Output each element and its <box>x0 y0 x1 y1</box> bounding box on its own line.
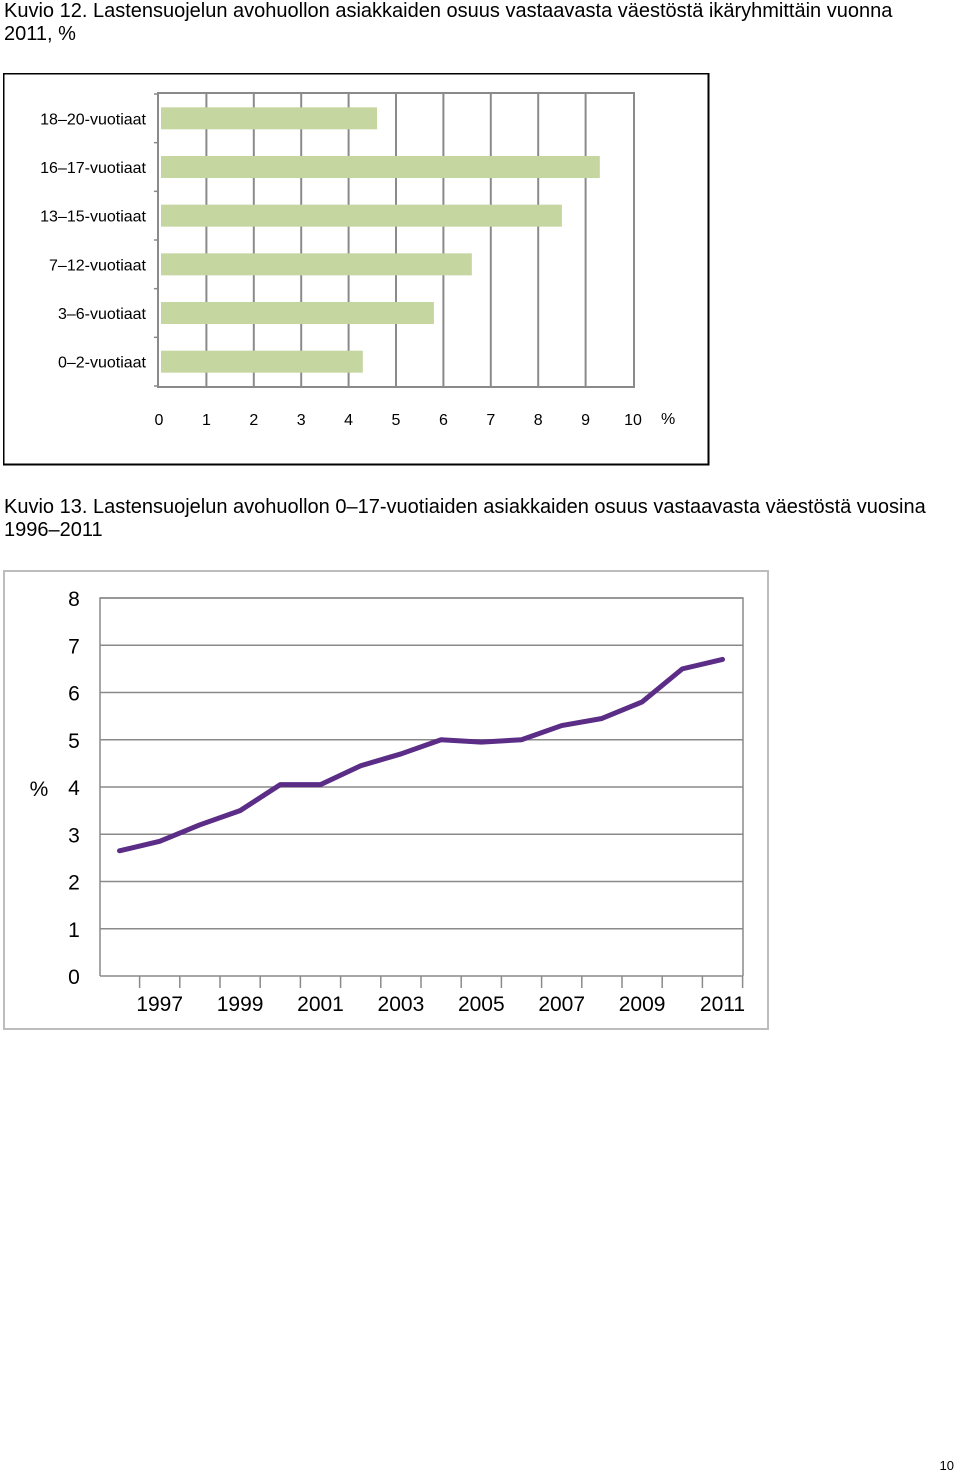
bar <box>161 156 600 178</box>
x-tick-label: 1997 <box>136 993 183 1016</box>
x-tick-label: 3 <box>297 412 306 429</box>
value-axis-unit: % <box>661 411 675 428</box>
category-label: 18–20-vuotiaat <box>40 111 146 128</box>
x-tick-label: 2005 <box>458 993 505 1016</box>
x-tick-label: 1 <box>202 412 211 429</box>
x-tick-label: 9 <box>581 412 590 429</box>
y-axis: 0 1 2 3 4 5 6 7 8 <box>68 588 80 989</box>
trend-line-chart: 0 1 2 3 4 5 6 7 8 1997 1999 2001 2003 2005 2007 2009 20… <box>3 570 769 1030</box>
x-tick-label: 5 <box>392 412 401 429</box>
horizontal-gridlines <box>100 597 743 930</box>
x-tick-label: 0 <box>155 412 164 429</box>
bar <box>161 350 363 373</box>
y-tick-label: 4 <box>68 777 80 800</box>
figure-13-caption: Kuvio 13. Lastensuojelun avohuollon 0–17… <box>4 496 926 541</box>
bar <box>161 107 378 130</box>
bar <box>161 302 434 324</box>
bar <box>161 253 472 276</box>
figure-12-caption: Kuvio 12. Lastensuojelun avohuollon asia… <box>4 0 893 45</box>
page-number: 10 <box>939 1458 954 1473</box>
x-tick-label: 8 <box>534 412 543 429</box>
y-tick-label: 7 <box>68 635 80 658</box>
category-axis: 0–2-vuotiaat 3–6-vuotiaat 7–12-vuotiaat 13–… <box>40 93 159 387</box>
x-tick-label: 6 <box>439 412 448 429</box>
x-tick-label: 2001 <box>297 993 344 1016</box>
x-tick-label: 7 <box>486 412 495 429</box>
bar-series <box>161 107 600 373</box>
x-tick-label: 10 <box>624 412 642 429</box>
category-label: 13–15-vuotiaat <box>40 209 146 226</box>
y-tick-label: 0 <box>68 966 80 989</box>
x-tick-label: 1999 <box>217 993 264 1016</box>
y-tick-label: 3 <box>68 824 80 847</box>
y-axis-label: % <box>30 778 49 801</box>
y-tick-label: 8 <box>68 588 80 611</box>
category-label: 7–12-vuotiaat <box>49 257 147 274</box>
value-axis: 0 1 2 3 4 5 6 7 8 9 10 <box>155 412 642 429</box>
category-label: 16–17-vuotiaat <box>40 160 146 177</box>
y-tick-label: 5 <box>68 730 80 753</box>
y-tick-label: 1 <box>68 919 80 942</box>
vertical-gridlines <box>205 94 587 386</box>
x-tick-label: 2011 <box>700 993 745 1016</box>
x-tick-label: 2009 <box>619 993 666 1016</box>
category-label: 3–6-vuotiaat <box>58 306 147 323</box>
y-tick-label: 2 <box>68 872 80 895</box>
age-group-bar-chart: 0–2-vuotiaat 3–6-vuotiaat 7–12-vuotiaat 13–… <box>3 73 710 466</box>
trend-line <box>117 656 725 854</box>
bar <box>161 204 562 227</box>
y-tick-label: 6 <box>68 683 80 706</box>
x-tick-label: 2007 <box>538 993 585 1016</box>
x-tick-label: 2 <box>249 412 258 429</box>
x-axis: 1997 1999 2001 2003 2005 2007 2009 2011 <box>100 975 745 1016</box>
category-label: 0–2-vuotiaat <box>58 355 147 372</box>
x-tick-label: 4 <box>344 412 353 429</box>
x-tick-label: 2003 <box>378 993 425 1016</box>
chart-border <box>3 570 769 1030</box>
